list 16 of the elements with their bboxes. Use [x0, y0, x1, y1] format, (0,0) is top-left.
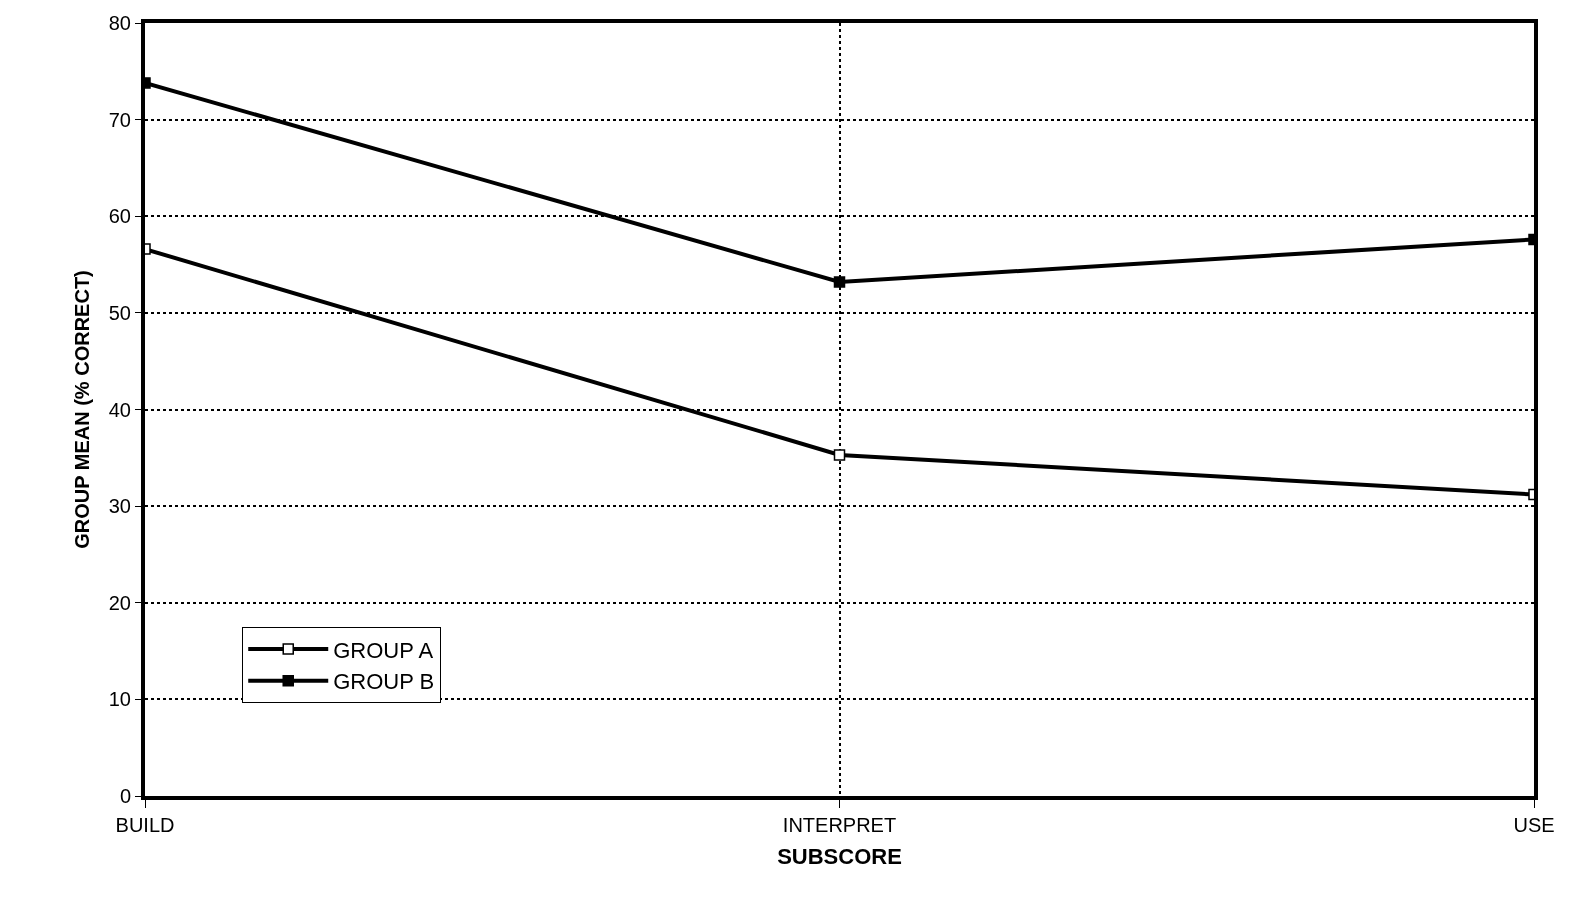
legend-label: GROUP A	[333, 637, 434, 663]
y-tick-label: 80	[108, 12, 131, 34]
y-tick-label: 60	[108, 205, 131, 228]
x-tick-label: BUILD	[115, 814, 175, 836]
y-tick-label: 40	[108, 398, 131, 421]
x-axis-title: SUBSCORE	[777, 844, 902, 870]
y-axis-title: GROUP MEAN (% CORRECT)	[70, 270, 93, 549]
y-tick-label: 0	[119, 785, 131, 807]
y-tick-label: 10	[108, 688, 131, 711]
legend-label: GROUP B	[333, 669, 435, 695]
x-tick-label: INTERPRET	[782, 814, 897, 836]
y-tick-label: 20	[108, 591, 131, 614]
y-tick-label: 70	[108, 108, 131, 131]
x-tick-label: USE	[1513, 814, 1555, 836]
y-tick-label: 50	[108, 301, 131, 324]
y-tick-label: 30	[108, 495, 131, 518]
